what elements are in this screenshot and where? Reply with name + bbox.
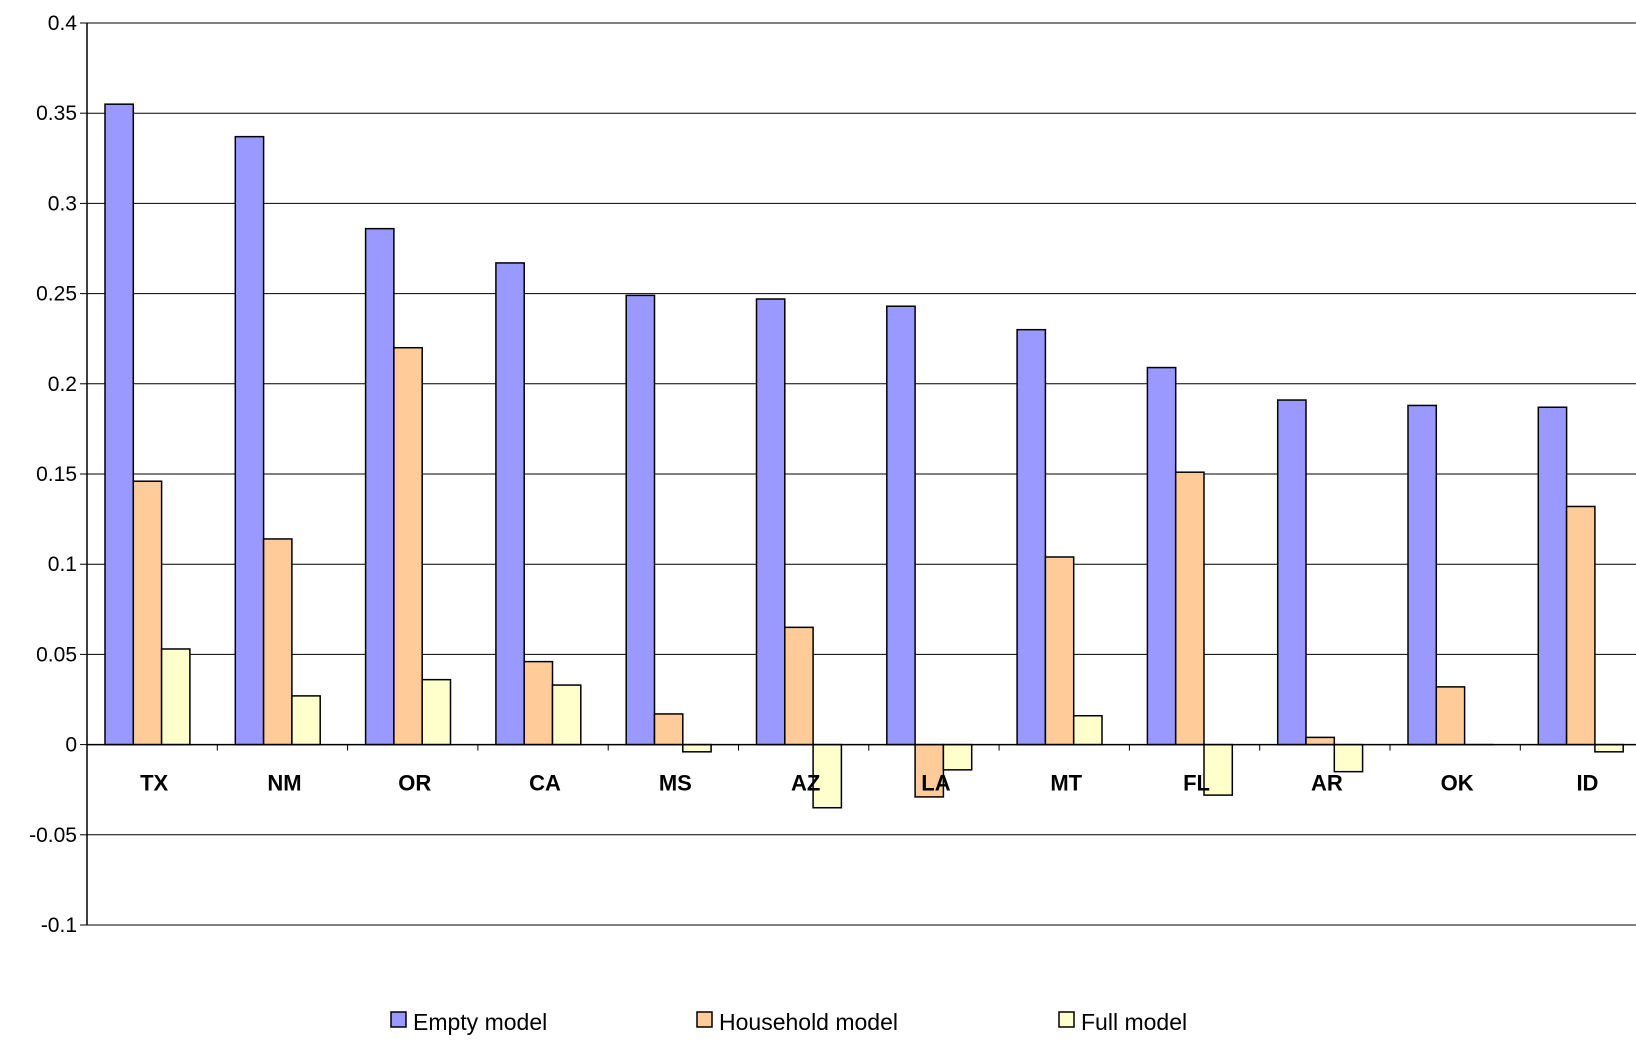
bar <box>1565 505 1596 746</box>
y-tick-label: 0.4 <box>48 12 78 35</box>
y-tick-label: 0.15 <box>36 463 77 486</box>
bar <box>523 660 554 746</box>
bar <box>262 538 293 746</box>
gridlines <box>87 22 1636 926</box>
legend-label: Household model <box>719 1009 898 1035</box>
y-tick-label: 0.25 <box>36 283 77 306</box>
y-tick-label: 0.3 <box>48 192 77 215</box>
x-axis-ticks: TX NM OR CA MS AZ LA MT FL AR OK ID <box>140 771 1598 796</box>
y-tick-label: 0.2 <box>48 373 77 396</box>
bar <box>1016 328 1047 746</box>
x-tick-label: MS <box>659 771 692 796</box>
bar <box>234 135 265 746</box>
legend-swatch <box>696 1011 713 1028</box>
bar <box>812 743 843 809</box>
bar <box>291 695 321 746</box>
y-tick-label: 0 <box>65 734 77 757</box>
y-tick-label: 0.05 <box>36 643 77 666</box>
legend: Empty model Household model Full model <box>390 1009 1187 1035</box>
bar <box>1044 556 1075 746</box>
x-tick-label: NM <box>267 771 301 796</box>
legend-label: Empty model <box>413 1009 547 1035</box>
x-tick-label: OR <box>398 771 431 796</box>
bar <box>393 346 423 746</box>
bar <box>755 298 786 746</box>
bar <box>886 305 916 746</box>
bars <box>104 103 1624 809</box>
bar <box>1146 366 1177 746</box>
y-tick-label: -0.05 <box>29 824 77 847</box>
bar <box>495 262 525 746</box>
bar <box>421 678 452 746</box>
bar <box>132 480 163 746</box>
y-axis-ticks: 0.4 0.35 0.3 0.25 0.2 0.15 0.1 0.05 0 -0.05 -0.1 <box>29 12 87 937</box>
bar <box>1305 736 1336 746</box>
bar <box>1072 714 1103 746</box>
x-tick-label: CA <box>529 771 561 796</box>
x-tick-label: TX <box>140 771 168 796</box>
bar <box>682 743 712 753</box>
x-tick-label: LA <box>921 771 950 796</box>
legend-swatch <box>1058 1011 1075 1028</box>
y-tick-label: 0.35 <box>36 102 77 125</box>
y-tick-label: -0.1 <box>41 914 77 937</box>
x-tick-label: AZ <box>791 771 820 796</box>
bar <box>1537 406 1568 746</box>
x-tick-label: MT <box>1050 771 1082 796</box>
bar <box>551 684 582 746</box>
bar <box>1435 686 1466 746</box>
bar <box>1203 743 1234 796</box>
bar <box>653 713 684 746</box>
bar <box>942 743 973 771</box>
bar <box>1594 743 1624 753</box>
axes <box>86 23 1636 925</box>
bar <box>1276 399 1307 746</box>
bar <box>104 103 135 746</box>
x-tick-label: AR <box>1311 771 1343 796</box>
x-tick-label: ID <box>1576 771 1598 796</box>
legend-swatch <box>390 1011 407 1028</box>
bar <box>784 626 814 746</box>
bar <box>364 227 395 746</box>
y-tick-label: 0.1 <box>48 553 77 576</box>
bar <box>1174 471 1205 746</box>
bar <box>160 648 191 746</box>
bar <box>1333 743 1364 773</box>
legend-label: Full model <box>1081 1009 1187 1035</box>
bar <box>1407 404 1438 746</box>
x-tick-label: FL <box>1183 771 1210 796</box>
bar <box>625 294 656 746</box>
x-tick-label: OK <box>1441 771 1474 796</box>
